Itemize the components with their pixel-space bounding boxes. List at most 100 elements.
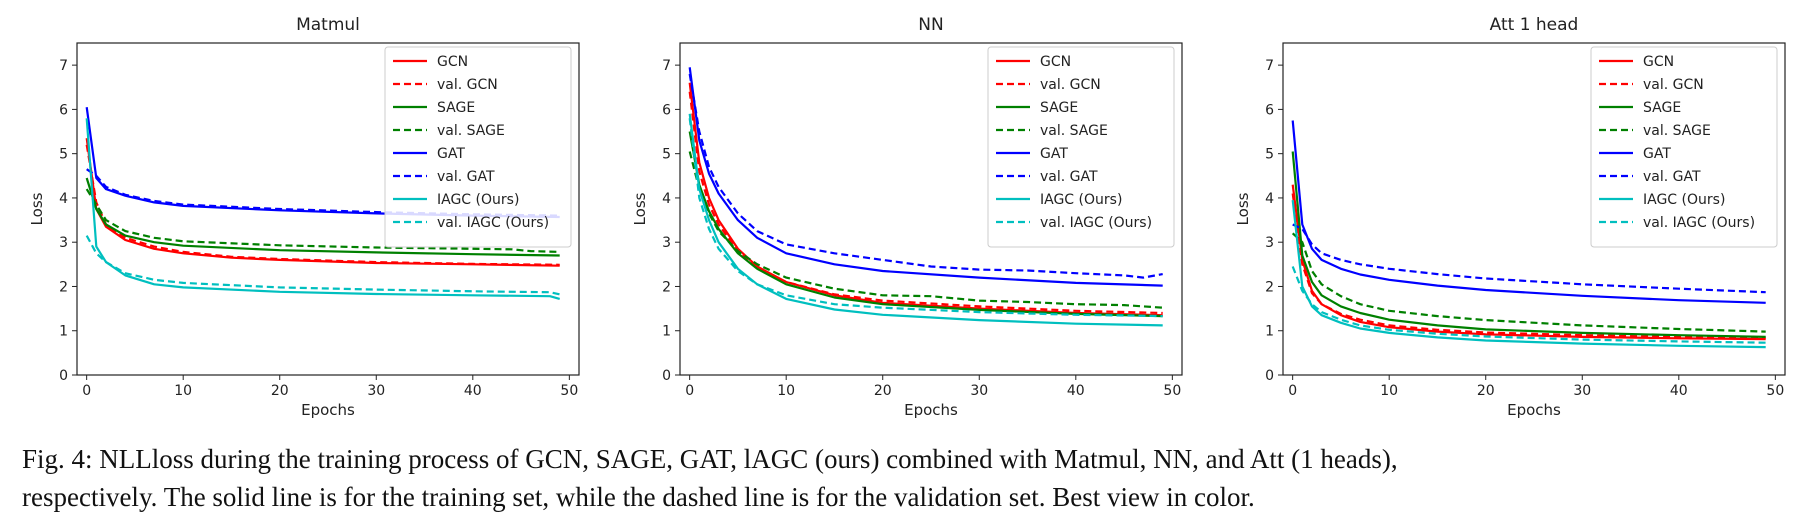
legend-label: SAGE <box>437 100 475 116</box>
x-tick-label: 0 <box>82 383 91 399</box>
figure-caption: Fig. 4: NLLloss during the training proc… <box>22 440 1792 516</box>
y-tick-label: 2 <box>59 279 68 295</box>
legend-label: GAT <box>437 146 465 162</box>
y-tick-label: 3 <box>1265 235 1274 251</box>
x-tick-label: 40 <box>1670 383 1688 399</box>
legend-box <box>987 46 1175 248</box>
legend-box <box>384 46 572 248</box>
x-tick-label: 20 <box>1477 383 1495 399</box>
chart-1: Matmul 0 10 20 30 40 50 0 1 2 3 4 5 6 7 Epochs Loss GCN va… <box>28 15 580 419</box>
y-tick-label: 4 <box>662 191 671 207</box>
legend-label: val. GCN <box>1040 77 1101 93</box>
plot-frame <box>679 42 1183 376</box>
legend-label: SAGE <box>1040 100 1078 116</box>
y-tick-label: 6 <box>662 102 671 118</box>
y-tick-label: 7 <box>59 58 68 74</box>
x-tick-label: 10 <box>1380 383 1398 399</box>
series-group <box>85 107 560 300</box>
chart-title: Matmul <box>296 15 360 35</box>
legend-label: IAGC (Ours) <box>437 192 519 208</box>
legend-label: val. GAT <box>1040 169 1098 185</box>
legend-label: GCN <box>1040 54 1071 70</box>
series-line-gat <box>688 67 1163 287</box>
y-tick-label: 6 <box>1265 102 1274 118</box>
legend: GCN val. GCN SAGE val. SAGE GAT val. GAT IAGC … <box>1590 46 1778 248</box>
legend-label: val. GCN <box>437 77 498 93</box>
legend: GCN val. GCN SAGE val. SAGE GAT val. GAT IAGC … <box>987 46 1175 248</box>
x-tick-label: 10 <box>174 383 192 399</box>
y-tick-label: 0 <box>1265 368 1274 384</box>
plot-frame <box>76 42 580 376</box>
series-line-val-gcn <box>688 91 1163 315</box>
plot-frame <box>1282 42 1786 376</box>
legend-label: GAT <box>1643 146 1671 162</box>
legend-label: val. SAGE <box>437 123 505 139</box>
series-line-iagc-ours <box>1291 199 1766 349</box>
legend-label: IAGC (Ours) <box>1040 192 1122 208</box>
legend-label: GCN <box>437 54 468 70</box>
y-tick-label: 5 <box>59 147 68 163</box>
series-line-val-gat <box>688 73 1163 279</box>
series-line-val-sage <box>85 188 560 253</box>
legend-label: val. IAGC (Ours) <box>1643 215 1755 231</box>
x-tick-label: 0 <box>1288 383 1297 399</box>
x-tick-label: 10 <box>777 383 795 399</box>
x-tick-label: 50 <box>560 383 578 399</box>
legend-label: val. IAGC (Ours) <box>1040 215 1152 231</box>
series-line-val-iagc-ours <box>85 235 560 296</box>
legend-label: val. GAT <box>1643 169 1701 185</box>
y-axis-label: Loss <box>1234 192 1252 225</box>
series-line-val-iagc-ours <box>688 118 1163 318</box>
series-line-val-gat <box>1292 223 1766 294</box>
legend-label: val. GAT <box>437 169 495 185</box>
y-tick-label: 3 <box>59 235 68 251</box>
series-line-gat <box>1291 120 1766 304</box>
series-line-iagc-ours <box>688 113 1163 327</box>
chart-title: Att 1 head <box>1490 15 1579 35</box>
x-tick-label: 30 <box>367 383 385 399</box>
y-tick-label: 7 <box>662 58 671 74</box>
x-tick-label: 0 <box>685 383 694 399</box>
x-tick-label: 30 <box>1573 383 1591 399</box>
series-line-val-sage <box>1291 232 1766 333</box>
x-tick-label: 40 <box>464 383 482 399</box>
y-tick-label: 5 <box>1265 147 1274 163</box>
series-line-val-iagc-ours <box>1291 266 1766 344</box>
y-tick-label: 1 <box>662 324 671 340</box>
x-tick-label: 50 <box>1766 383 1784 399</box>
y-tick-label: 3 <box>662 235 671 251</box>
legend-label: val. IAGC (Ours) <box>437 215 549 231</box>
x-tick-label: 40 <box>1067 383 1085 399</box>
y-tick-label: 6 <box>59 102 68 118</box>
y-tick-label: 0 <box>59 368 68 384</box>
series-line-sage <box>1291 151 1766 338</box>
caption-line-2: respectively. The solid line is for the … <box>22 482 1255 512</box>
legend-label: val. SAGE <box>1643 123 1711 139</box>
series-line-val-gcn <box>85 144 560 266</box>
y-tick-label: 0 <box>662 368 671 384</box>
y-tick-label: 4 <box>59 191 68 207</box>
legend-label: GCN <box>1643 54 1674 70</box>
series-line-iagc-ours <box>85 118 560 300</box>
x-axis-label: Epochs <box>1507 401 1561 419</box>
y-tick-label: 2 <box>1265 279 1274 295</box>
y-tick-label: 7 <box>1265 58 1274 74</box>
legend-label: GAT <box>1040 146 1068 162</box>
y-tick-label: 4 <box>1265 191 1274 207</box>
x-tick-label: 30 <box>970 383 988 399</box>
y-tick-label: 1 <box>1265 324 1274 340</box>
y-tick-label: 2 <box>662 279 671 295</box>
chart-title: NN <box>918 15 943 35</box>
legend-label: IAGC (Ours) <box>1643 192 1725 208</box>
legend: GCN val. GCN SAGE val. SAGE GAT val. GAT IAGC … <box>384 46 572 248</box>
chart-3: Att 1 head 0 10 20 30 40 50 0 1 2 3 4 5 6 7 Epochs Loss G… <box>1234 15 1786 419</box>
caption-line-1: Fig. 4: NLLloss during the training proc… <box>22 444 1398 474</box>
legend-label: val. GCN <box>1643 77 1704 93</box>
series-group <box>1291 120 1766 349</box>
y-axis-label: Loss <box>28 192 46 225</box>
x-tick-label: 20 <box>874 383 892 399</box>
series-group <box>688 67 1163 327</box>
y-axis-label: Loss <box>631 192 649 225</box>
x-tick-label: 20 <box>271 383 289 399</box>
